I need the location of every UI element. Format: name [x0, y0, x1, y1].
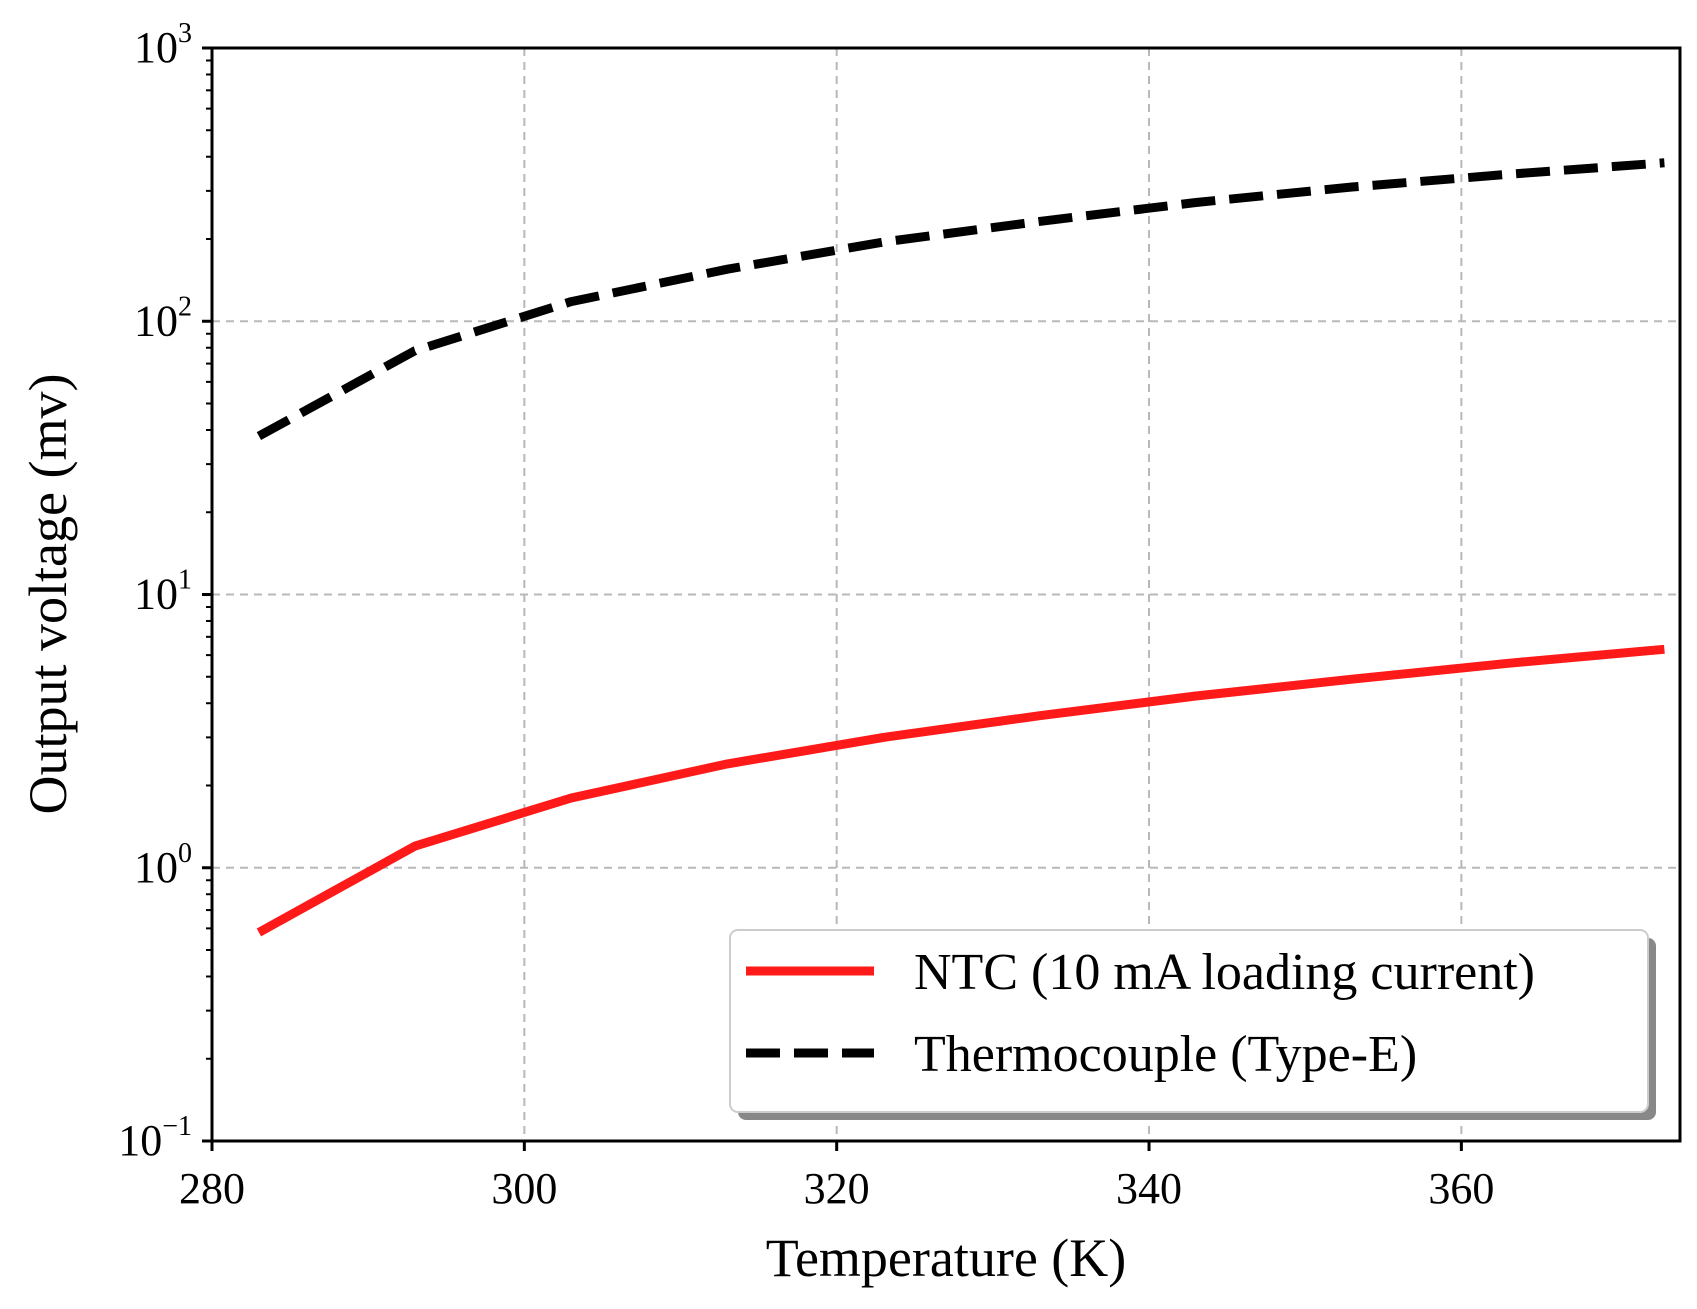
y-tick-label: 10−1 — [118, 1111, 192, 1165]
legend: NTC (10 mA loading current) Thermocouple… — [729, 929, 1656, 1120]
x-tick-label: 320 — [804, 1164, 870, 1213]
y-tick-label: 102 — [134, 291, 192, 345]
ticks: 280 300 320 340 360 10−1 100 101 102 103 — [118, 18, 1494, 1213]
x-tick-label: 340 — [1116, 1164, 1182, 1213]
series-line-ntc — [256, 644, 1665, 937]
legend-label-ntc: NTC (10 mA loading current) — [914, 944, 1535, 1001]
x-tick-label: 300 — [491, 1164, 557, 1213]
x-tick-label: 360 — [1428, 1164, 1494, 1213]
x-axis-title: Temperature (K) — [766, 1228, 1127, 1288]
x-tick-label: 280 — [179, 1164, 245, 1213]
series-line-thermocouple — [256, 158, 1665, 441]
grid — [212, 48, 1680, 1141]
y-tick-label: 100 — [134, 838, 192, 892]
y-tick-label: 103 — [134, 18, 192, 72]
series-group — [256, 158, 1665, 937]
legend-box — [729, 929, 1649, 1113]
legend-label-thermocouple: Thermocouple (Type-E) — [914, 1026, 1417, 1083]
y-axis-title: Output voltage (mv) — [18, 374, 78, 815]
y-tick-label: 101 — [134, 565, 192, 619]
